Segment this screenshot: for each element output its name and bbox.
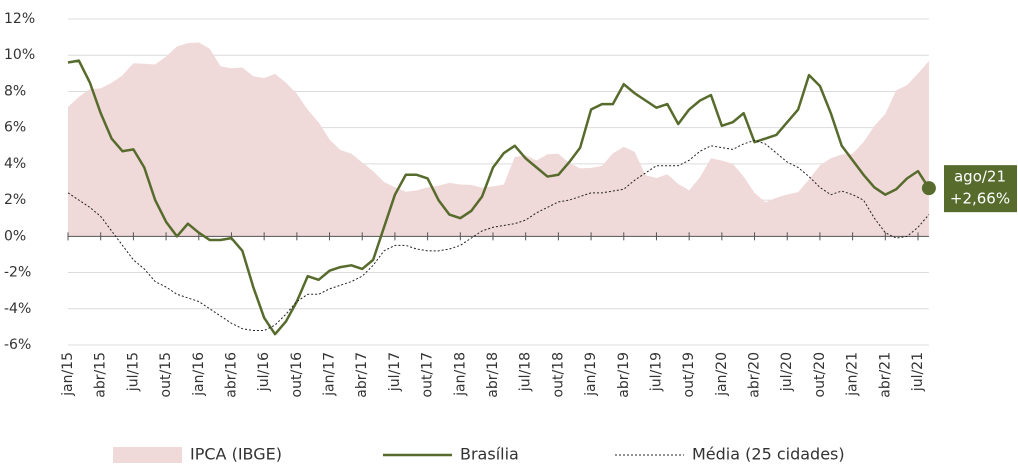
- y-tick-label: 4%: [4, 156, 26, 172]
- x-tick-label: jul/17: [387, 352, 403, 392]
- x-tick-label: out/17: [420, 352, 436, 397]
- x-tick-label: abr/21: [877, 352, 893, 398]
- y-tick-label: 12%: [4, 11, 35, 27]
- x-tick-label: jan/20: [714, 352, 730, 397]
- end-point: [921, 181, 936, 196]
- x-tick-label: jul/16: [256, 352, 272, 392]
- legend-label: IPCA (IBGE): [190, 445, 282, 464]
- line: [67, 59, 930, 336]
- area: [68, 42, 929, 237]
- x-tick-label: out/16: [289, 352, 305, 398]
- x-tick-label: jul/20: [779, 352, 795, 392]
- x-tick-label: out/19: [681, 352, 697, 397]
- legend-swatch: [113, 447, 182, 463]
- x-tick-label: jul/15: [125, 352, 141, 392]
- legend-label: Brasília: [460, 445, 519, 464]
- x-tick-label: out/20: [812, 352, 828, 397]
- annotation-box: [944, 165, 1017, 213]
- x-tick-label: jan/16: [191, 352, 207, 397]
- annotation-text: +2,66%: [950, 190, 1010, 208]
- x-tick-label: abr/15: [93, 352, 109, 398]
- x-tick-label: jan/21: [845, 352, 861, 397]
- y-tick-label: 2%: [4, 192, 26, 208]
- x-tick-label: abr/16: [223, 352, 239, 398]
- x-tick-label: jul/19: [648, 352, 664, 392]
- x-tick-label: jan/17: [322, 352, 338, 397]
- y-tick-label: 8%: [4, 83, 26, 99]
- x-tick-label: jan/15: [60, 352, 76, 397]
- line: [67, 139, 930, 332]
- x-tick-label: abr/20: [747, 352, 763, 398]
- x-tick-label: out/15: [158, 352, 174, 397]
- x-tick-label: jan/18: [452, 352, 468, 397]
- legend-label: Média (25 cidades): [692, 445, 845, 464]
- x-tick-label: jul/21: [910, 352, 926, 392]
- x-tick-label: jul/18: [518, 352, 534, 392]
- y-tick-label: -2%: [4, 265, 31, 281]
- y-tick-label: 0%: [4, 228, 26, 244]
- y-tick-label: 10%: [4, 47, 35, 63]
- x-tick-label: abr/19: [616, 352, 632, 398]
- x-tick-label: jan/19: [583, 352, 599, 397]
- x-tick-label: abr/17: [354, 352, 370, 398]
- y-tick-label: -6%: [4, 337, 31, 353]
- y-tick-label: -4%: [4, 301, 31, 317]
- x-tick-label: out/18: [550, 352, 566, 397]
- x-tick-label: abr/18: [485, 352, 501, 398]
- annotation-text: ago/21: [954, 168, 1006, 186]
- y-tick-label: 6%: [4, 120, 26, 136]
